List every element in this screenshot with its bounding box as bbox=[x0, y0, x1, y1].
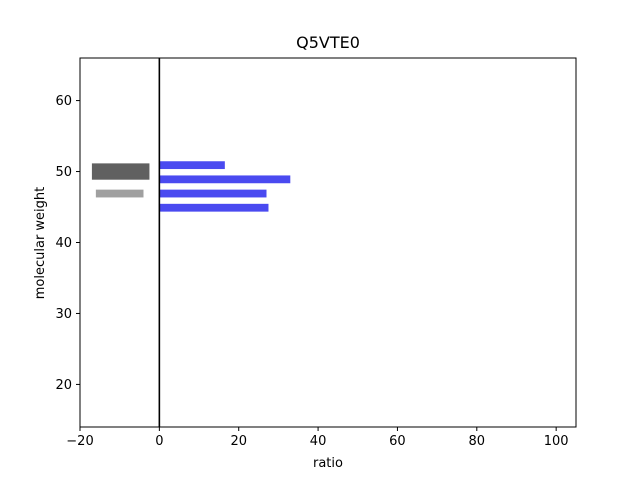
x-tick-label: 80 bbox=[469, 434, 486, 449]
bars-layer bbox=[91, 161, 291, 212]
y-axis-ticks: 20 30 40 50 60 bbox=[55, 94, 80, 393]
y-axis-label: molecular weight bbox=[33, 187, 48, 300]
bar-series1-4 bbox=[159, 203, 269, 212]
y-tick-label: 20 bbox=[55, 378, 72, 393]
chart-title: Q5VTE0 bbox=[296, 33, 360, 52]
x-tick-label: 0 bbox=[155, 434, 163, 449]
bar-series1-1 bbox=[159, 161, 225, 170]
bar-series1-3 bbox=[159, 189, 267, 198]
plot-frame bbox=[79, 57, 577, 428]
bar-series3-1 bbox=[95, 189, 144, 198]
x-tick-label: −20 bbox=[66, 434, 93, 449]
y-tick-label: 60 bbox=[55, 94, 72, 109]
y-tick-label: 30 bbox=[55, 307, 72, 322]
x-axis-ticks: −20 0 20 40 60 80 100 bbox=[66, 427, 569, 449]
y-tick-label: 50 bbox=[55, 165, 72, 180]
y-tick-label: 40 bbox=[55, 236, 72, 251]
bar-series1-2 bbox=[159, 175, 291, 184]
x-tick-label: 100 bbox=[544, 434, 569, 449]
x-axis-label: ratio bbox=[313, 456, 343, 471]
x-tick-label: 20 bbox=[230, 434, 247, 449]
bar-series2-1 bbox=[91, 163, 150, 180]
x-tick-label: 60 bbox=[389, 434, 406, 449]
x-tick-label: 40 bbox=[310, 434, 327, 449]
